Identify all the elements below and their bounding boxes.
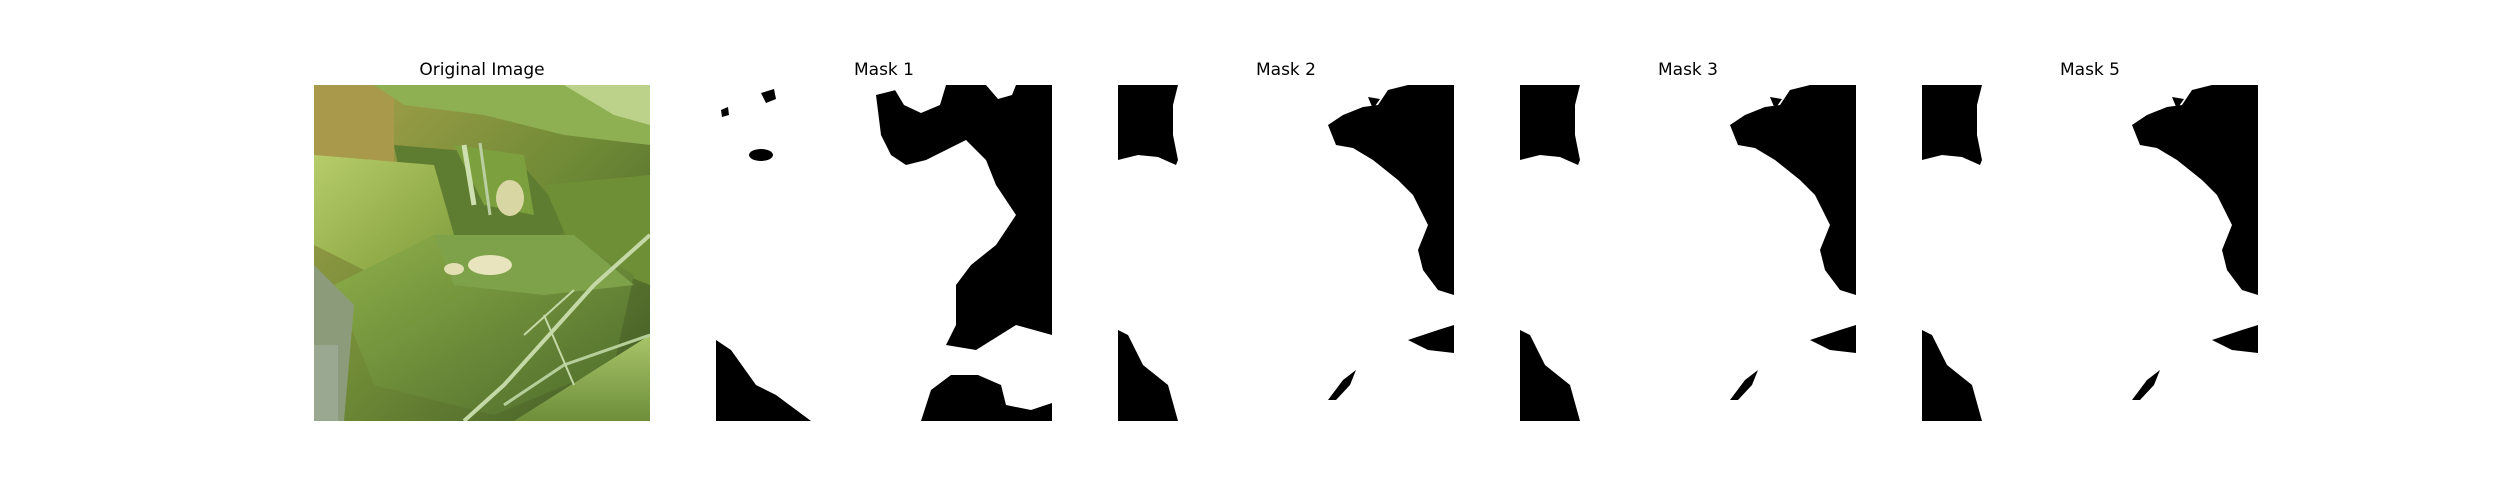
mask-image: [716, 85, 1052, 421]
mask-3: [1520, 85, 1856, 421]
panel-mask-1: Mask 1: [716, 58, 1052, 421]
panel-title: Mask 5: [2059, 60, 2120, 80]
panel-title: Mask 2: [1255, 60, 1316, 80]
mask-image: [1520, 85, 1856, 421]
panel-mask-5: Mask 5: [1922, 58, 2258, 421]
mask-5: [1922, 85, 2258, 421]
mask-2: [1118, 85, 1454, 421]
mask-image: [1118, 85, 1454, 421]
mask-1: [716, 85, 1052, 421]
panel-mask-2: Mask 2: [1118, 58, 1454, 421]
panel-title: Mask 3: [1657, 60, 1718, 80]
panel-mask-3: Mask 3: [1520, 58, 1856, 421]
panel-title: Mask 1: [853, 60, 914, 80]
panel-original-image: Original Image: [314, 58, 650, 421]
leaf-photo: [314, 85, 650, 421]
mask-image: [1922, 85, 2258, 421]
panel-title: Original Image: [419, 60, 545, 80]
original-image: [314, 85, 650, 421]
